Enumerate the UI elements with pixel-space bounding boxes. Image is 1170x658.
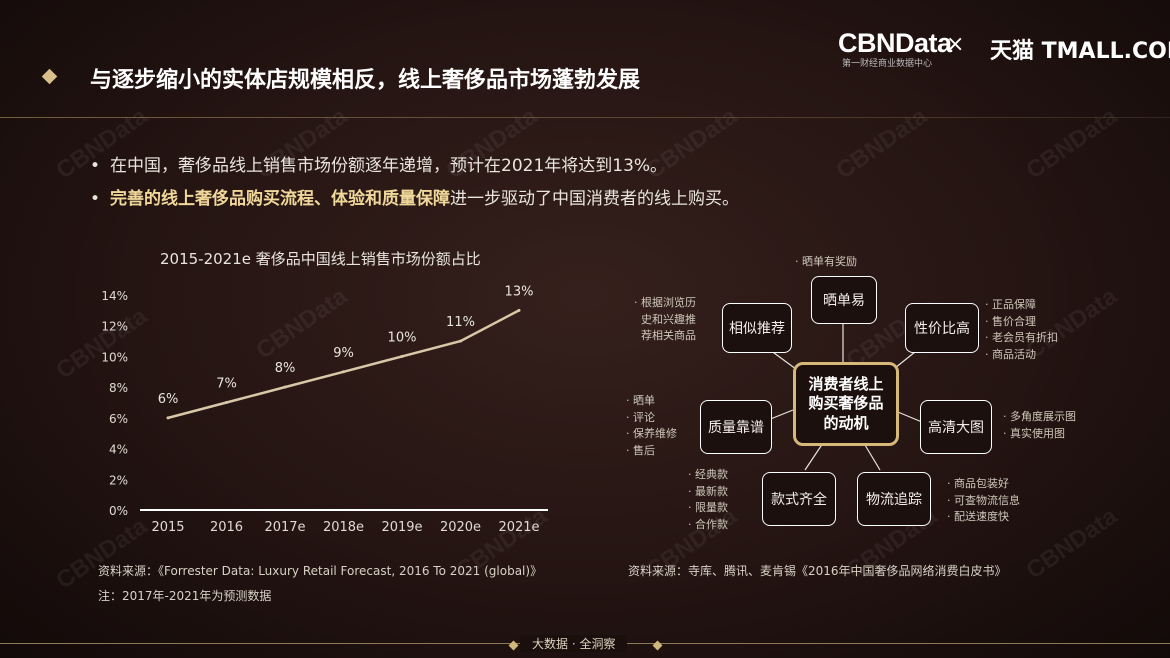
node-value: 性价比高 <box>905 303 979 353</box>
node-style: 款式齐全 <box>762 472 836 526</box>
chart-note: 注：2017年-2021年为预测数据 <box>98 589 272 603</box>
y-tick-label: 4% <box>109 443 128 457</box>
note-text: 商品包装好 <box>947 476 1020 493</box>
note-text: 老会员有折扣 <box>985 330 1058 347</box>
footer-tagline: 大数据 · 全洞察 <box>520 635 628 652</box>
note-text: 商品活动 <box>985 347 1058 364</box>
diagram-center-label: 消费者线上购买奢侈品的动机 <box>808 374 884 432</box>
note-style: 经典款 最新款 限量款 合作款 <box>688 467 728 533</box>
data-label: 13% <box>505 284 534 299</box>
title-divider <box>0 117 1170 118</box>
note-text: 评论 <box>626 410 677 427</box>
data-point <box>400 354 404 358</box>
diagram-center-node: 消费者线上购买奢侈品的动机 <box>793 362 899 446</box>
note-similar: · 根据浏览历史和兴趣推荐相关商品 <box>634 295 696 345</box>
x-tick-label: 2015 <box>151 520 184 535</box>
data-label: 8% <box>275 361 296 376</box>
note-text: 售价合理 <box>985 314 1058 331</box>
x-tick-label: 2020e <box>440 520 481 535</box>
data-point <box>225 401 228 404</box>
note-text: 正品保障 <box>985 297 1058 314</box>
y-tick-label: 0% <box>109 504 128 518</box>
data-point <box>166 416 170 420</box>
note-text: 配送速度快 <box>947 509 1020 526</box>
note-text: 可查物流信息 <box>947 493 1020 510</box>
note-shaidan: · 晒单有奖励 <box>795 254 857 271</box>
diagram-source: 资料来源：寺库、腾讯、麦肯锡《2016年中国奢侈品网络消费白皮书》 <box>628 564 1007 578</box>
line-chart: 0% 2% 4% 6% 8% 10% 12% 14% 2015 2016 2017e 2018e 201… <box>101 284 548 535</box>
note-dot-icon: · <box>795 255 802 268</box>
bullet-text: 进一步驱动了中国消费者的线上购买。 <box>450 189 739 209</box>
chart-title: 2015-2021e 奢侈品中国线上销售市场份额占比 <box>160 250 481 268</box>
x-tick-label: 2018e <box>323 520 364 535</box>
note-text: 经典款 <box>688 467 728 484</box>
y-tick-label: 2% <box>109 473 128 487</box>
y-tick-label: 10% <box>101 350 128 364</box>
y-tick-label: 14% <box>101 289 128 303</box>
bullet-text: 在中国，奢侈品线上销售市场份额逐年递增，预计在2021年将达到13%。 <box>110 156 668 176</box>
x-tick-label: 2017e <box>264 520 305 535</box>
page-title: 与逐步缩小的实体店规模相反，线上奢侈品市场蓬勃发展 <box>90 68 641 93</box>
node-shaidan: 晒单易 <box>811 276 877 324</box>
data-label: 9% <box>333 346 354 361</box>
note-text: 售后 <box>626 443 677 460</box>
data-point <box>517 308 521 312</box>
connector-line <box>767 409 794 421</box>
note-text: 晒单有奖励 <box>802 255 857 268</box>
note-logistics: 商品包装好 可查物流信息 配送速度快 <box>947 476 1020 526</box>
x-tick-label: 2019e <box>381 520 422 535</box>
y-tick-label: 6% <box>109 412 128 426</box>
x-tick-label: 2021e <box>498 520 539 535</box>
note-dot-icon: · <box>634 296 641 309</box>
data-point <box>283 385 287 389</box>
note-value: 正品保障 售价合理 老会员有折扣 商品活动 <box>985 297 1058 363</box>
bullet-dot-icon: • <box>90 156 101 176</box>
note-text: 限量款 <box>688 500 728 517</box>
data-point <box>342 370 345 374</box>
data-label: 10% <box>388 330 417 345</box>
bullet-dot-icon: • <box>90 189 101 209</box>
note-quality: 晒单 评论 保养维修 售后 <box>626 393 677 459</box>
data-label: 7% <box>216 377 237 392</box>
bullet-item: • 在中国，奢侈品线上销售市场份额逐年递增，预计在2021年将达到13%。 <box>90 151 667 176</box>
partner-logo: 天猫 TMALL.COM <box>990 39 1170 64</box>
brand-name: CBNData <box>838 28 952 58</box>
node-hd: 高清大图 <box>920 400 992 454</box>
y-tick-label: 12% <box>101 320 128 334</box>
bullet-item: • 完善的线上奢侈品购买流程、体验和质量保障进一步驱动了中国消费者的线上购买。 <box>90 184 739 209</box>
note-hd: 多角度展示图 真实使用图 <box>1003 409 1076 442</box>
brand-logo: CBNData 第一财经商业数据中心 <box>838 28 952 69</box>
note-text: 晒单 <box>626 393 677 410</box>
data-label: 11% <box>446 315 475 330</box>
note-text: 根据浏览历史和兴趣推荐相关商品 <box>641 296 696 342</box>
y-tick-label: 8% <box>109 381 128 395</box>
data-point <box>459 339 462 343</box>
logo-separator: × <box>946 32 965 57</box>
note-text: 合作款 <box>688 517 728 534</box>
note-text: 保养维修 <box>626 426 677 443</box>
note-text: 多角度展示图 <box>1003 409 1076 426</box>
note-text: 最新款 <box>688 484 728 501</box>
note-text: 真实使用图 <box>1003 426 1076 443</box>
node-logistics: 物流追踪 <box>857 472 931 526</box>
brand-subtitle: 第一财经商业数据中心 <box>842 59 933 69</box>
bullet-highlight: 完善的线上奢侈品购买流程、体验和质量保障 <box>110 189 450 209</box>
node-quality: 质量靠谱 <box>700 400 772 454</box>
x-tick-label: 2016 <box>210 520 243 535</box>
data-label: 6% <box>158 392 179 407</box>
chart-source: 资料来源：《Forrester Data: Luxury Retail Fore… <box>98 564 543 578</box>
node-similar: 相似推荐 <box>722 303 792 353</box>
